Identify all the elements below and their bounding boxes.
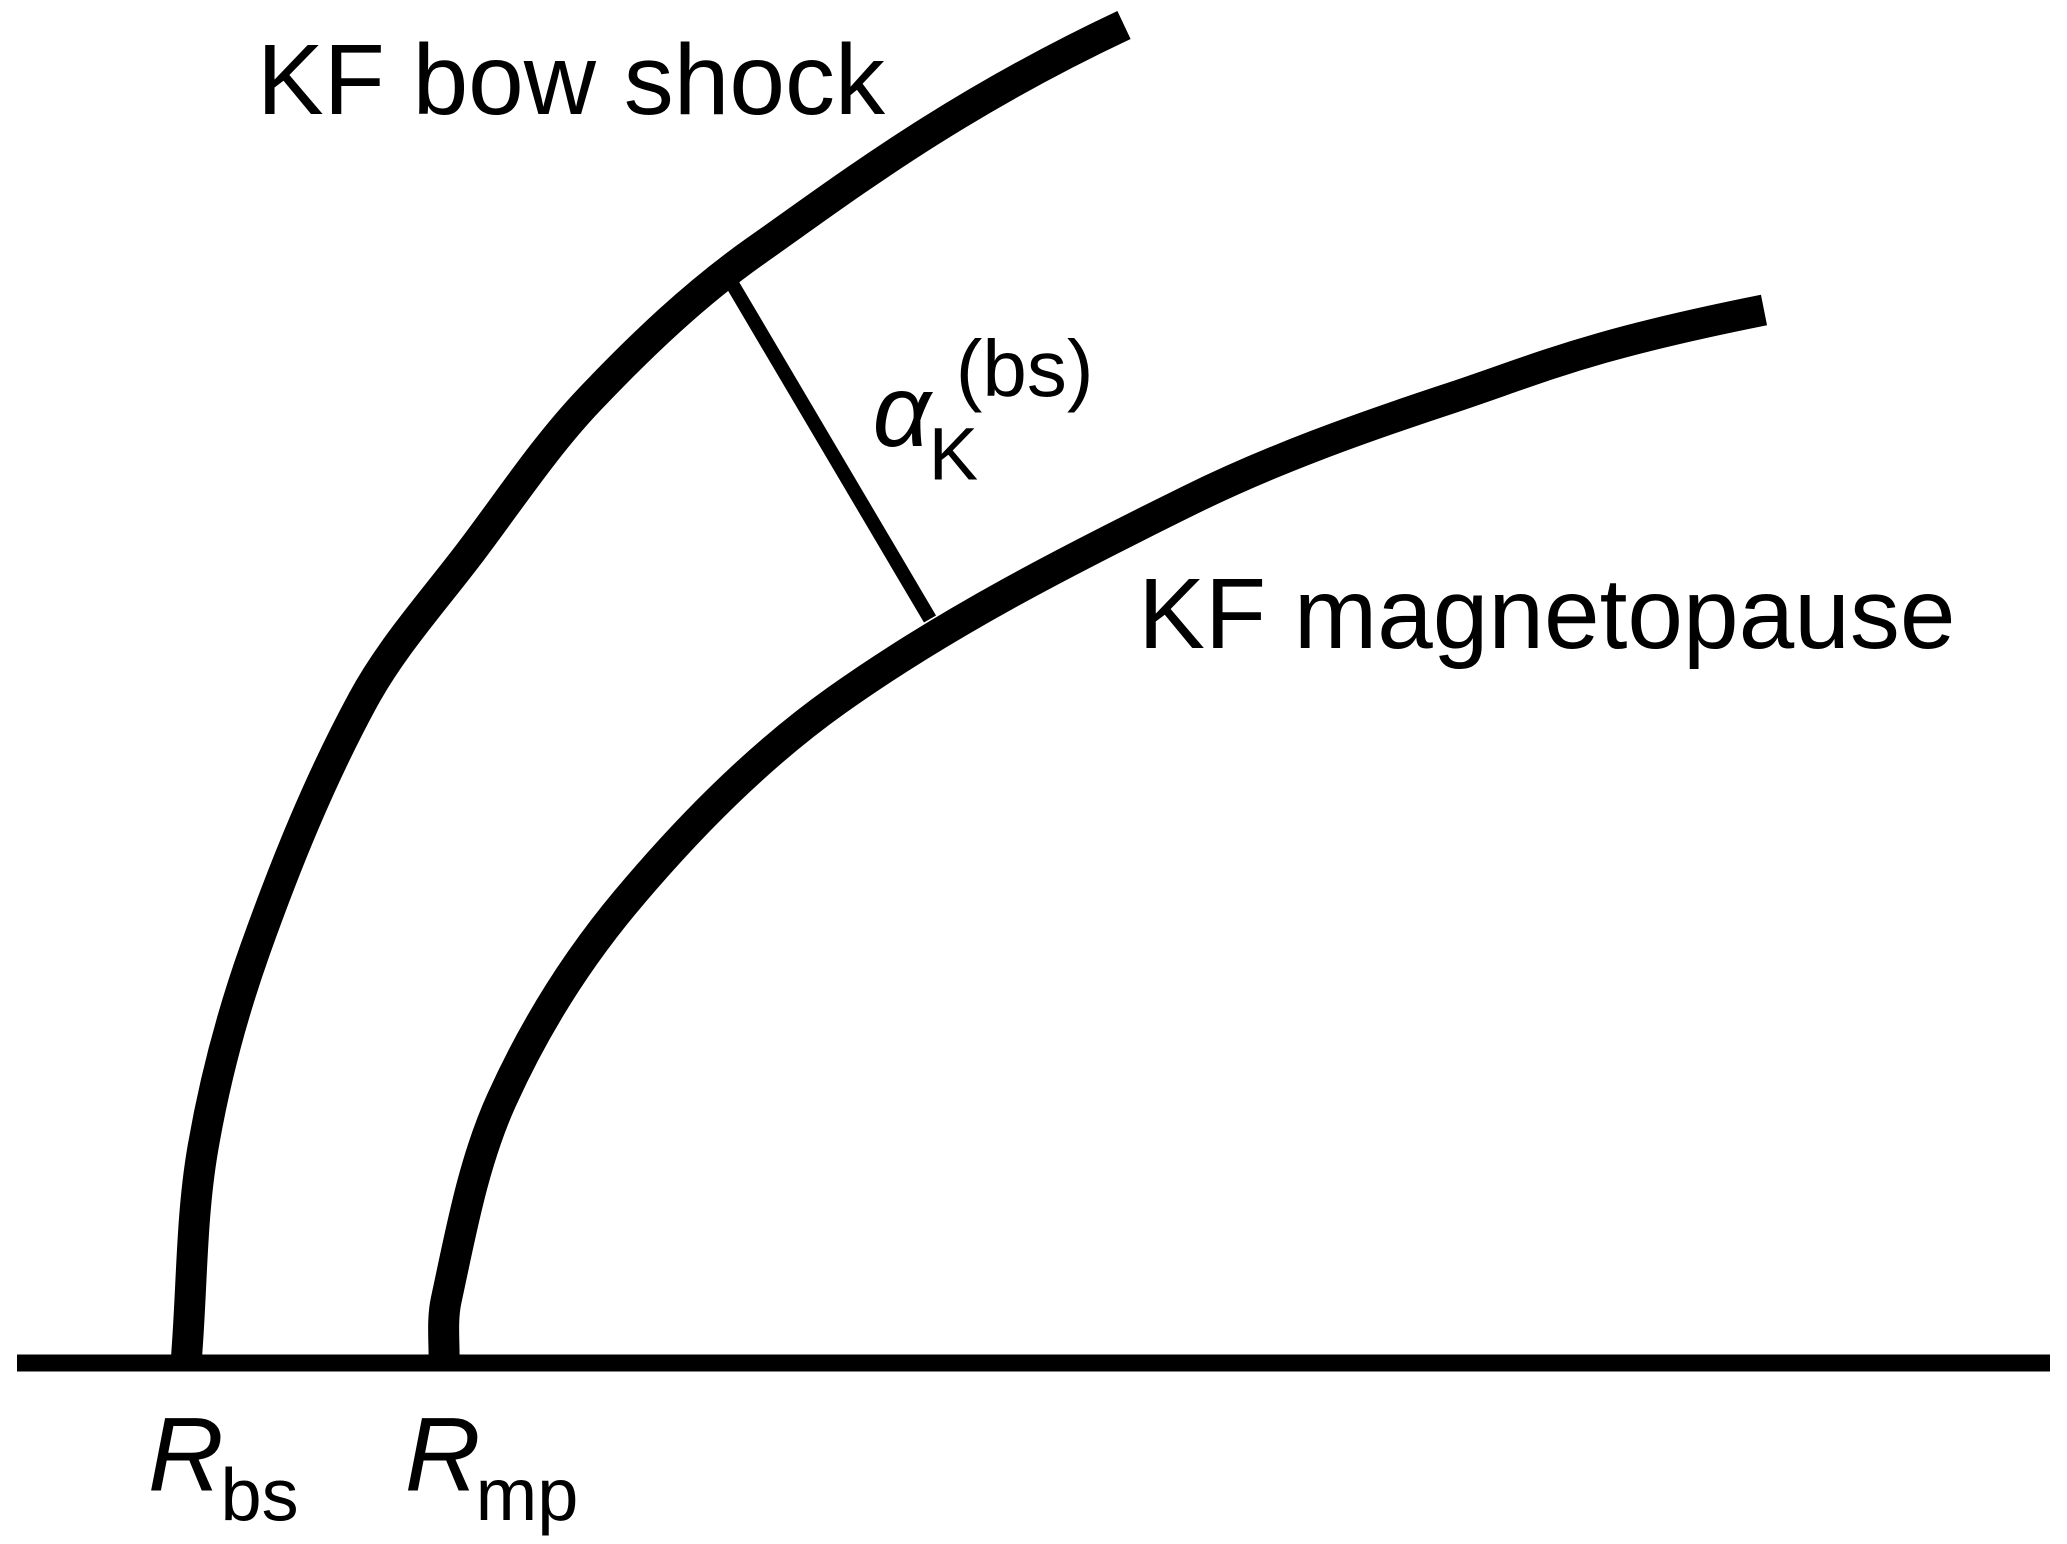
svg-text:KF bow shock: KF bow shock (257, 24, 886, 136)
svg-text:K: K (929, 413, 978, 496)
svg-text:(bs): (bs) (956, 324, 1094, 413)
svg-text:bs: bs (221, 1454, 299, 1537)
svg-text:mp: mp (476, 1453, 579, 1536)
svg-text:R: R (148, 1397, 224, 1514)
svg-text:α: α (873, 354, 934, 468)
svg-text:KF magnetopause: KF magnetopause (1138, 558, 1955, 670)
svg-text:R: R (405, 1397, 481, 1514)
